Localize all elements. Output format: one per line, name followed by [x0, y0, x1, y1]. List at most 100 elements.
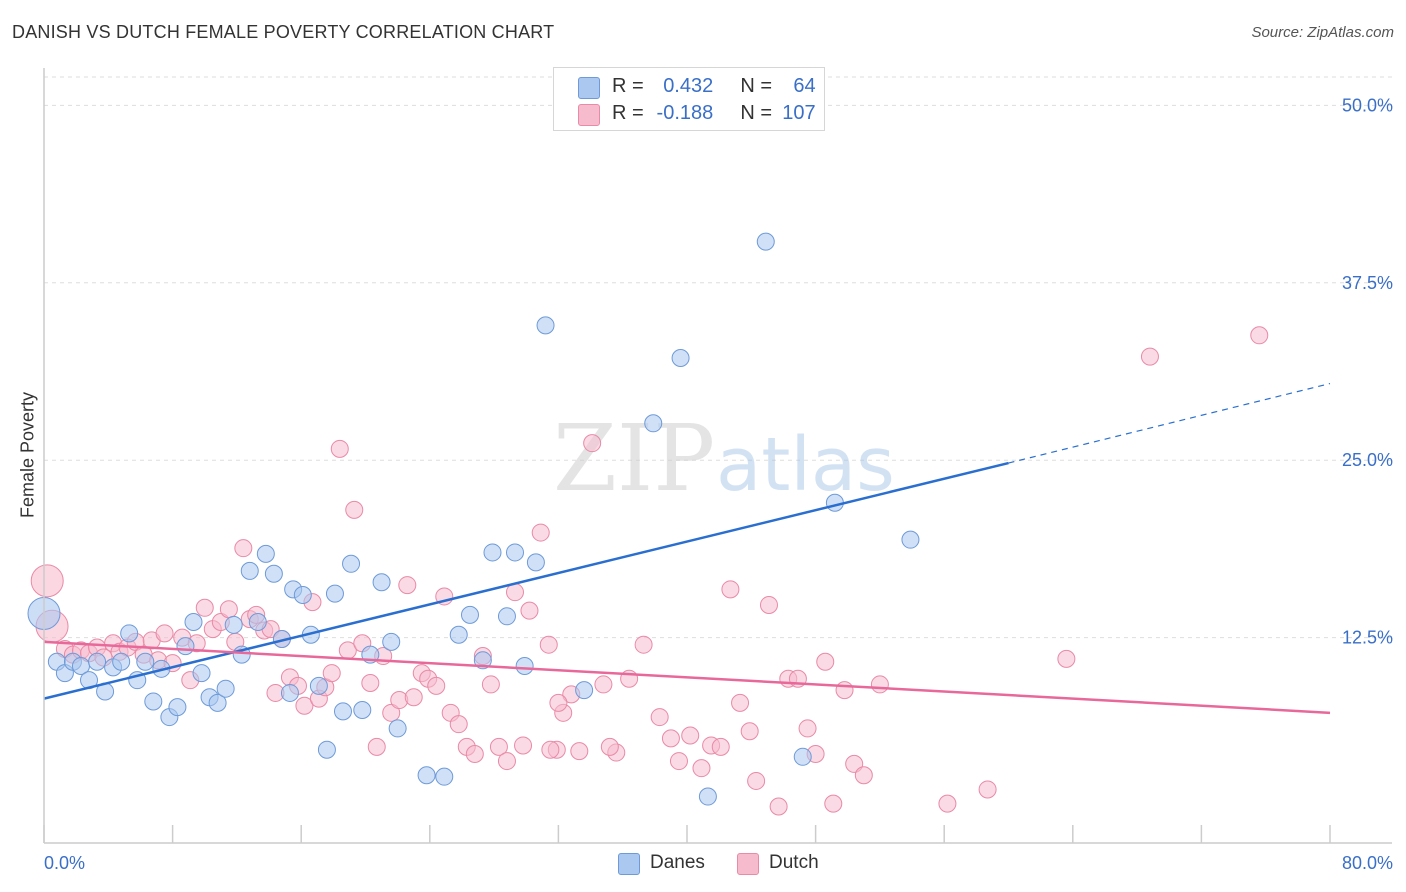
- dutch-point: [711, 737, 730, 756]
- dutch-point: [824, 794, 843, 813]
- dutch-point: [681, 726, 700, 745]
- danes-point: [309, 676, 328, 695]
- danes-point: [112, 652, 131, 671]
- danes-points: [27, 97, 920, 806]
- dutch-point: [322, 664, 341, 683]
- danes-point: [224, 615, 243, 634]
- danes-point: [353, 700, 372, 719]
- dutch-point: [650, 708, 669, 727]
- y-tick-label: 37.5%: [1342, 273, 1393, 293]
- dutch-point: [427, 676, 446, 695]
- dutch-point: [481, 675, 500, 694]
- danes-point: [248, 612, 267, 631]
- danes-point: [505, 543, 524, 562]
- danes-point: [264, 564, 283, 583]
- chart-title: DANISH VS DUTCH FEMALE POVERTY CORRELATI…: [12, 22, 555, 42]
- danes-n-value: 64: [793, 75, 816, 97]
- danes-point: [280, 683, 299, 702]
- dutch-point: [549, 693, 568, 712]
- axis-layer: 12.5% 25.0% 37.5% 50.0% 0.0% 80.0%: [43, 68, 1393, 873]
- dutch-point: [361, 674, 380, 693]
- danes-point: [372, 573, 391, 592]
- danes-r-value: 0.432: [663, 75, 714, 97]
- dutch-point: [1057, 649, 1076, 668]
- y-tick-label: 12.5%: [1342, 628, 1393, 648]
- danes-point: [216, 679, 235, 698]
- dutch-points: [30, 326, 1269, 816]
- danes-point: [388, 719, 407, 738]
- danes-point: [88, 652, 107, 671]
- chart-source: Source: ZipAtlas.com: [1251, 24, 1394, 41]
- dutch-legend-label: Dutch: [769, 852, 819, 873]
- dutch-point: [769, 797, 788, 816]
- danes-point: [176, 637, 195, 656]
- danes-point: [756, 232, 775, 251]
- danes-point: [698, 787, 717, 806]
- dutch-point: [570, 742, 589, 761]
- dutch-point: [816, 652, 835, 671]
- dutch-point: [661, 729, 680, 748]
- danes-point: [644, 414, 663, 433]
- dutch-point: [692, 759, 711, 778]
- watermark-zip: ZIP: [553, 405, 715, 512]
- y-tick-label: 25.0%: [1342, 450, 1393, 470]
- dutch-point: [1250, 326, 1269, 345]
- dutch-point: [219, 600, 238, 619]
- dutch-point: [541, 740, 560, 759]
- danes-point: [526, 553, 545, 572]
- danes-legend-label: Danes: [650, 852, 705, 873]
- danes-point: [120, 624, 139, 643]
- danes-point: [208, 693, 227, 712]
- dutch-point: [747, 771, 766, 790]
- dutch-point: [938, 794, 957, 813]
- x-tick-label: 0.0%: [44, 853, 85, 873]
- danes-point: [136, 652, 155, 671]
- stats-legend: R = 0.432 N = 64 R = -0.188 N = 107: [553, 67, 825, 131]
- danes-point: [536, 316, 555, 335]
- danes-point: [184, 612, 203, 631]
- dutch-r-value: -0.188: [656, 102, 714, 124]
- dutch-point: [1140, 347, 1159, 366]
- danes-point: [515, 656, 534, 675]
- dutch-n-value: 107: [782, 102, 816, 124]
- danes-point: [417, 766, 436, 785]
- dutch-point: [634, 635, 653, 654]
- danes-trend-line: [43, 461, 1009, 700]
- danes-point: [240, 561, 259, 580]
- danes-r-label: R =: [612, 75, 644, 97]
- dutch-point: [731, 693, 750, 712]
- danes-point: [460, 605, 479, 624]
- danes-point: [449, 625, 468, 644]
- danes-trend-extension: [1008, 382, 1331, 464]
- dutch-point: [497, 752, 516, 771]
- danes-point: [168, 698, 187, 717]
- dutch-point: [367, 737, 386, 756]
- watermark: ZIP atlas: [553, 405, 895, 512]
- dutch-point: [600, 737, 619, 756]
- danes-point: [473, 651, 492, 670]
- danes-point: [671, 349, 690, 368]
- dutch-point: [854, 766, 873, 785]
- danes-point: [192, 664, 211, 683]
- danes-n-label: N =: [740, 75, 773, 97]
- dutch-point: [759, 595, 778, 614]
- dutch-point: [449, 715, 468, 734]
- dutch-point: [195, 598, 214, 617]
- dutch-point: [398, 576, 417, 595]
- danes-point: [497, 607, 516, 626]
- dutch-point: [234, 539, 253, 558]
- danes-point: [793, 747, 812, 766]
- danes-point: [333, 702, 352, 721]
- dutch-point: [721, 580, 740, 599]
- dutch-point: [330, 439, 349, 458]
- danes-point: [575, 681, 594, 700]
- dutch-point: [531, 523, 550, 542]
- dutch-swatch: [578, 104, 600, 126]
- dutch-point: [539, 635, 558, 654]
- danes-legend-swatch: [618, 853, 640, 875]
- danes-point: [293, 586, 312, 605]
- dutch-point: [870, 675, 889, 694]
- danes-swatch: [578, 77, 600, 99]
- dutch-point: [798, 719, 817, 738]
- dutch-point: [514, 736, 533, 755]
